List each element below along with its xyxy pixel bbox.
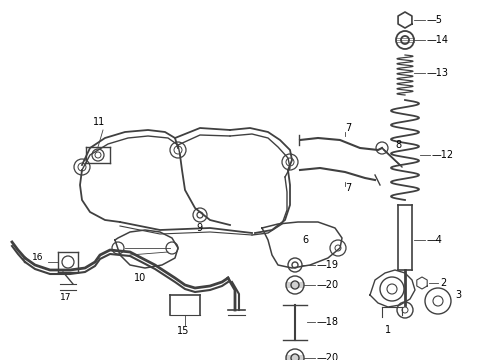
Text: —20: —20 [317, 353, 339, 360]
Text: —12: —12 [432, 150, 454, 160]
Text: 7: 7 [345, 183, 351, 193]
Text: 2: 2 [440, 278, 446, 288]
Text: 8: 8 [395, 140, 401, 150]
Text: —14: —14 [427, 35, 449, 45]
Text: 7: 7 [345, 123, 351, 133]
Text: —20: —20 [317, 280, 339, 290]
Text: —5: —5 [427, 15, 443, 25]
Text: —19: —19 [317, 260, 339, 270]
Text: 1: 1 [385, 325, 391, 335]
Text: 16: 16 [32, 252, 44, 261]
Text: 3: 3 [455, 290, 461, 300]
Text: 11: 11 [93, 117, 105, 127]
Text: 6: 6 [302, 235, 308, 245]
Text: 9: 9 [196, 223, 202, 233]
Text: —13: —13 [427, 68, 449, 78]
Text: 15: 15 [177, 326, 189, 336]
Text: 17: 17 [60, 293, 72, 302]
Text: 10: 10 [134, 273, 146, 283]
Text: —4: —4 [427, 235, 443, 245]
Text: —18: —18 [317, 317, 339, 327]
